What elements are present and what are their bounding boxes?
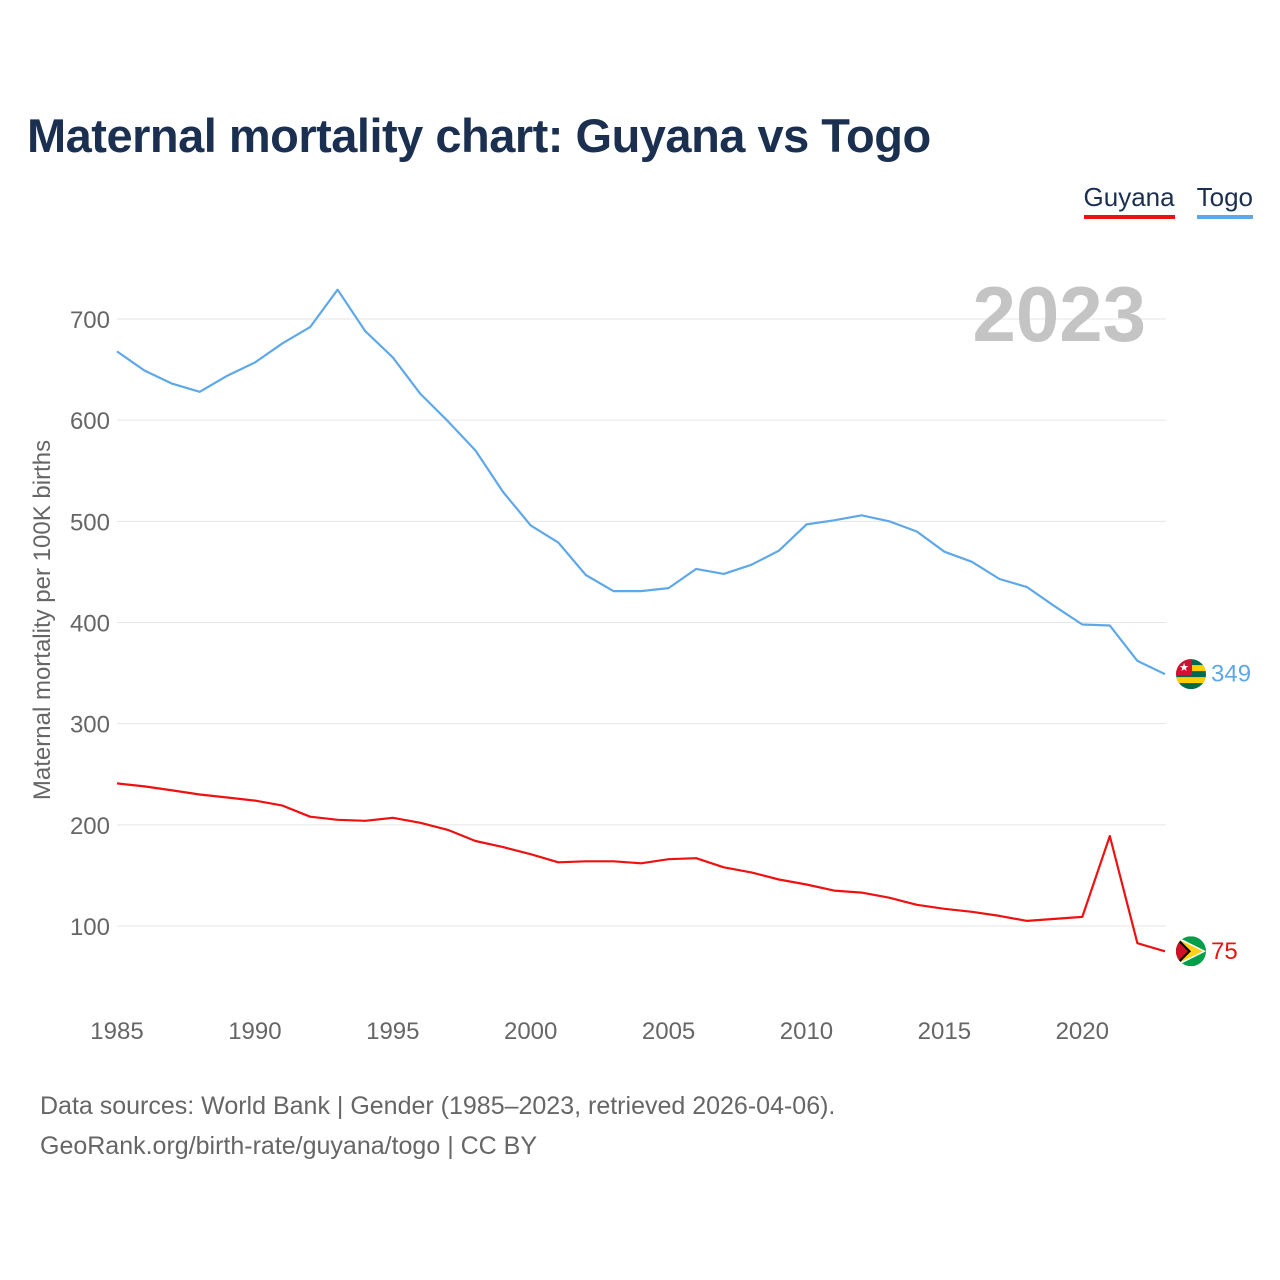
x-tick-label: 2010	[780, 1018, 833, 1045]
series-line-guyana	[116, 782, 1166, 953]
legend-item-guyana[interactable]: Guyana	[1083, 182, 1175, 219]
end-label-guyana: 75	[1211, 938, 1238, 965]
end-markers: ★	[1176, 659, 1206, 967]
y-tick-label: 100	[70, 914, 110, 941]
end-value-labels: 349 75	[1211, 661, 1251, 965]
y-tick-label: 700	[70, 307, 110, 334]
x-tick-label: 2000	[504, 1018, 557, 1045]
y-tick-label: 600	[70, 408, 110, 435]
source-line-2: GeoRank.org/birth-rate/guyana/togo | CC …	[40, 1132, 538, 1160]
y-tick-label: 200	[70, 813, 110, 840]
x-tick-label: 2015	[918, 1018, 971, 1045]
x-tick-label: 2005	[642, 1018, 695, 1045]
guyana-flag-icon	[1176, 936, 1206, 967]
x-tick-label: 1985	[90, 1018, 143, 1045]
svg-text:★: ★	[1179, 661, 1189, 674]
chart-title: Maternal mortality chart: Guyana vs Togo	[27, 109, 931, 162]
y-tick-label: 400	[70, 611, 110, 638]
legend: Guyana Togo	[1083, 182, 1253, 219]
x-axis-ticks: 1985 1990 1995 2000 2005 2010 2015 2020	[90, 1018, 1109, 1045]
end-label-togo: 349	[1211, 661, 1251, 688]
togo-flag-icon: ★	[1176, 659, 1206, 690]
legend-item-togo[interactable]: Togo	[1196, 182, 1253, 219]
line-chart: 2023 100 200 300 400 500 600 700 1985 1990 1995 2…	[29, 270, 1251, 1045]
series-line-togo	[116, 288, 1166, 676]
y-axis-label: Maternal mortality per 100K births	[29, 440, 56, 800]
x-tick-label: 2020	[1056, 1018, 1109, 1045]
source-note: Data sources: World Bank | Gender (1985–…	[40, 1086, 835, 1166]
x-tick-label: 1990	[228, 1018, 281, 1045]
y-tick-label: 300	[70, 712, 110, 739]
y-tick-label: 500	[70, 509, 110, 536]
year-watermark: 2023	[972, 270, 1146, 358]
source-line-1: Data sources: World Bank | Gender (1985–…	[40, 1092, 836, 1120]
grid-lines	[117, 318, 1166, 927]
y-axis-ticks: 100 200 300 400 500 600 700	[70, 307, 110, 941]
x-tick-label: 1995	[366, 1018, 419, 1045]
series-lines	[116, 288, 1166, 953]
